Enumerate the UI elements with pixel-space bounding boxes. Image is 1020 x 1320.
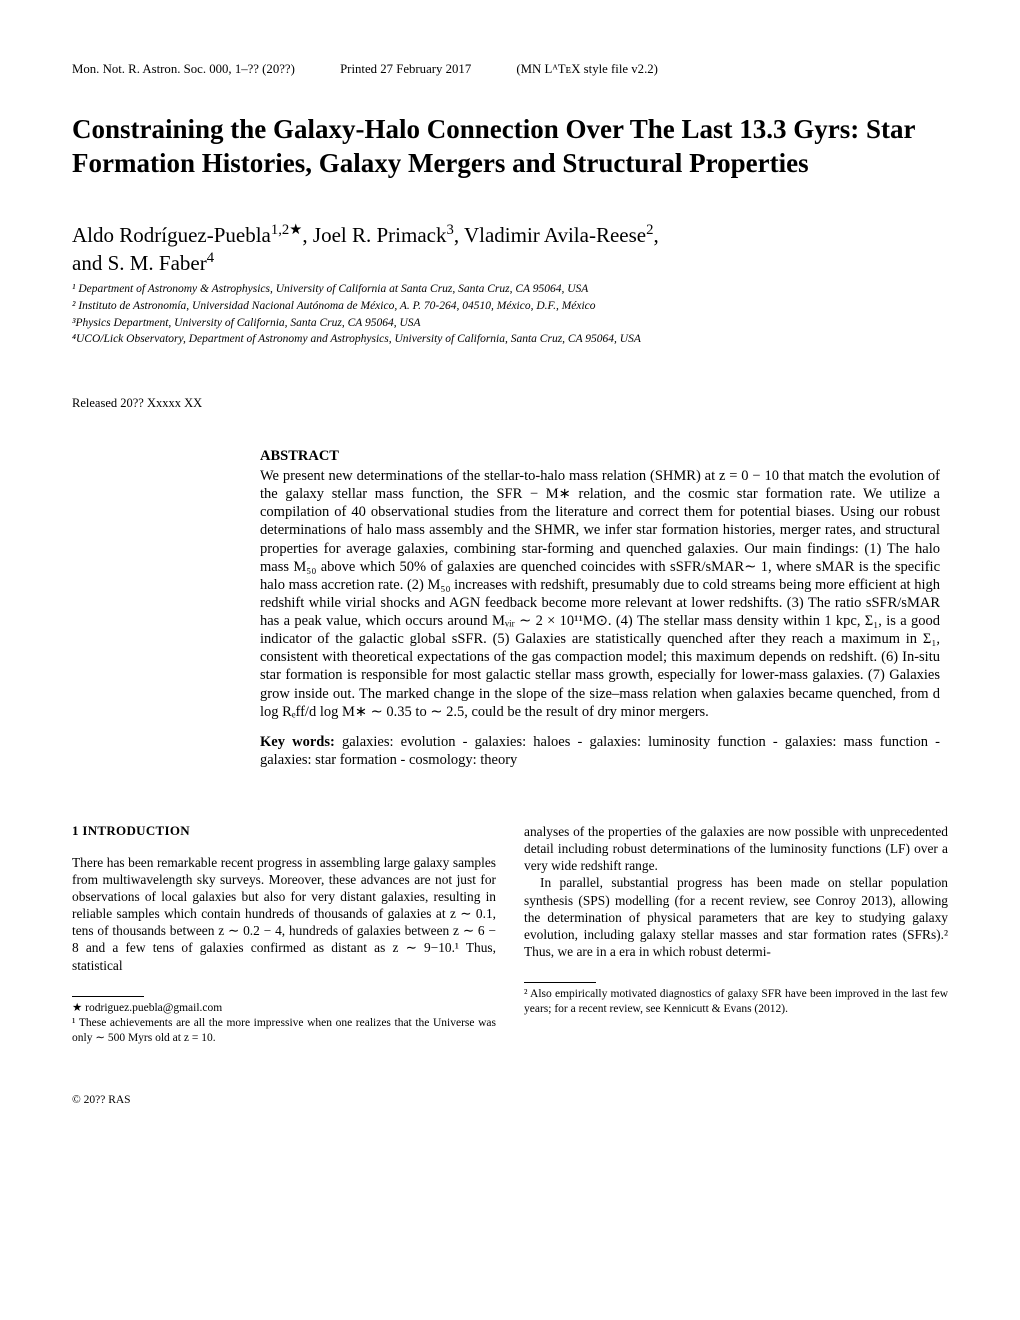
journal-ref: Mon. Not. R. Astron. Soc. 000, 1–?? (20?…: [72, 62, 295, 77]
released-line: Released 20?? Xxxxx XX: [72, 396, 948, 411]
author-4-affil: 4: [207, 250, 214, 266]
col2-para-2: In parallel, substantial progress has be…: [524, 874, 948, 960]
column-left: 1 INTRODUCTION There has been remarkable…: [72, 823, 496, 1046]
author-2-affil: 3: [446, 222, 453, 238]
style-file: (MN LᴬTᴇX style file v2.2): [516, 62, 658, 76]
abstract-body: We present new determinations of the ste…: [260, 467, 940, 721]
running-head: Mon. Not. R. Astron. Soc. 000, 1–?? (20?…: [72, 62, 948, 77]
paper-title: Constraining the Galaxy-Halo Connection …: [72, 113, 948, 181]
affil-3: ³Physics Department, University of Calif…: [72, 315, 948, 332]
affil-1: ¹ Department of Astronomy & Astrophysics…: [72, 281, 948, 298]
col2-para-1: analyses of the properties of the galaxi…: [524, 823, 948, 874]
page-root: Mon. Not. R. Astron. Soc. 000, 1–?? (20?…: [0, 0, 1020, 1146]
author-4: and S. M. Faber: [72, 251, 207, 275]
footnote-rule-right: [524, 982, 596, 983]
footnotes-left: ★ rodriguez.puebla@gmail.com ¹ These ach…: [72, 1001, 496, 1046]
footnote-rule-left: [72, 996, 144, 997]
keywords-body: galaxies: evolution - galaxies: haloes -…: [260, 734, 940, 768]
affil-2: ² Instituto de Astronomía, Universidad N…: [72, 298, 948, 315]
sep-3: ,: [653, 223, 658, 247]
body-columns: 1 INTRODUCTION There has been remarkable…: [72, 823, 948, 1046]
affil-4: ⁴UCO/Lick Observatory, Department of Ast…: [72, 331, 948, 348]
footnote-star: ★ rodriguez.puebla@gmail.com: [72, 1001, 496, 1016]
author-1: Aldo Rodríguez-Puebla: [72, 223, 271, 247]
section-1-head: 1 INTRODUCTION: [72, 823, 496, 840]
keywords: Key words: galaxies: evolution - galaxie…: [260, 733, 940, 769]
copyright-line: © 20?? RAS: [72, 1094, 948, 1106]
printed-date: Printed 27 February 2017: [340, 62, 471, 77]
column-right: analyses of the properties of the galaxi…: [524, 823, 948, 1046]
abstract: ABSTRACT We present new determinations o…: [260, 447, 940, 769]
author-1-affil: 1,2★: [271, 222, 303, 238]
sep-1: , Joel R. Primack: [302, 223, 446, 247]
sep-2: , Vladimir Avila-Reese: [454, 223, 646, 247]
abstract-head: ABSTRACT: [260, 447, 940, 465]
affiliations: ¹ Department of Astronomy & Astrophysics…: [72, 281, 948, 348]
footnote-2: ² Also empirically motivated diagnostics…: [524, 987, 948, 1017]
author-list: Aldo Rodríguez-Puebla1,2★, Joel R. Prima…: [72, 221, 948, 278]
col1-para-1: There has been remarkable recent progres…: [72, 854, 496, 974]
footnotes-right: ² Also empirically motivated diagnostics…: [524, 987, 948, 1017]
keywords-head: Key words:: [260, 734, 335, 750]
footnote-1: ¹ These achievements are all the more im…: [72, 1016, 496, 1046]
